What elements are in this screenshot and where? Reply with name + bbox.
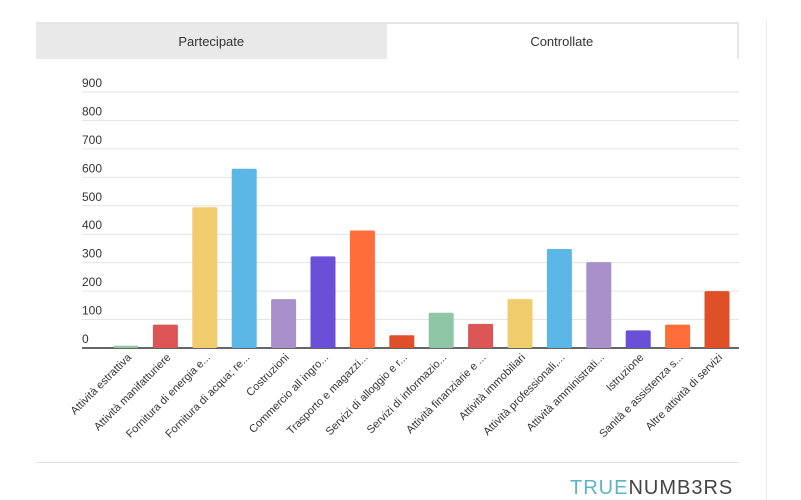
y-tick-label: 900 <box>82 76 102 90</box>
y-tick-label: 200 <box>82 275 102 289</box>
tab-bar: Partecipate Controllate <box>36 22 739 59</box>
bar[interactable] <box>389 335 415 348</box>
y-tick-label: 800 <box>82 104 102 118</box>
bar[interactable] <box>625 330 651 348</box>
bar[interactable] <box>192 207 218 348</box>
bar-chart: 0 100 200 300 400 500 600 700 800 900 Attività es… <box>69 76 739 441</box>
brand-logo-part2: NUMB3RS <box>628 477 734 499</box>
brand-logo-part1: TRUE <box>570 477 629 499</box>
bar[interactable] <box>546 249 572 348</box>
tab-controllate[interactable]: Controllate <box>386 24 739 59</box>
x-tick-label: Altre attività di servizi <box>644 352 726 434</box>
page-divider <box>766 20 767 500</box>
y-tick-label: 500 <box>82 190 102 204</box>
y-tick-label: 600 <box>82 161 102 175</box>
x-tick-label: Commercio all ingro... <box>247 352 331 436</box>
bar[interactable] <box>586 262 612 348</box>
bar[interactable] <box>428 312 454 348</box>
brand-logo: TRUENUMB3RS <box>570 477 733 500</box>
y-tick-label: 100 <box>82 304 102 318</box>
bar[interactable] <box>152 324 178 348</box>
bar[interactable] <box>231 168 257 348</box>
y-tick-label: 300 <box>82 247 102 261</box>
x-tick-label: Attività immobiliari <box>457 352 528 423</box>
bar[interactable] <box>507 299 533 348</box>
y-tick-label: 700 <box>82 133 102 147</box>
x-tick-label: Attività amministrati... <box>525 352 607 434</box>
y-tick-label: 0 <box>82 332 89 346</box>
y-tick-label: 400 <box>82 218 102 232</box>
bar[interactable] <box>271 299 297 348</box>
footer-divider <box>36 462 739 463</box>
bar[interactable] <box>113 345 139 348</box>
tab-partecipate[interactable]: Partecipate <box>36 24 387 59</box>
y-axis-ticks: 0 100 200 300 400 500 600 700 800 900 <box>82 76 102 346</box>
x-tick-label: Attività manifatturiere <box>92 352 174 434</box>
bars <box>113 168 730 348</box>
bar[interactable] <box>665 324 691 348</box>
bar[interactable] <box>310 256 336 348</box>
bar[interactable] <box>349 230 375 348</box>
gridlines <box>82 91 739 349</box>
bar[interactable] <box>468 323 494 348</box>
bar[interactable] <box>704 291 730 348</box>
